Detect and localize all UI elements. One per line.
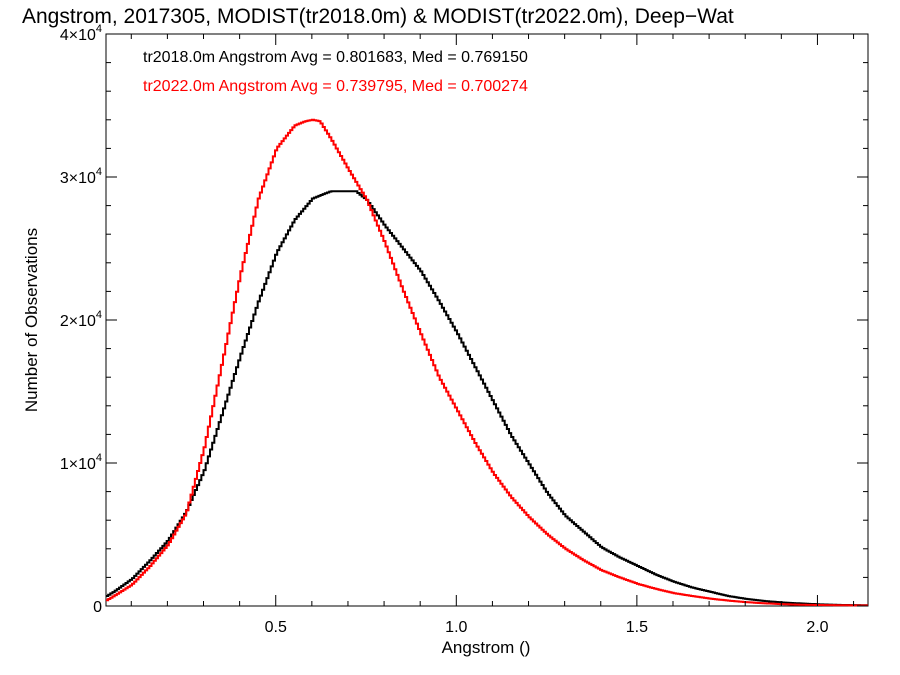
- x-tick-label: 1.5: [626, 619, 648, 636]
- legend-entry-1: tr2018.0m Angstrom Avg = 0.801683, Med =…: [143, 49, 528, 66]
- legend-entry-2: tr2022.0m Angstrom Avg = 0.739795, Med =…: [143, 78, 528, 95]
- y-tick-label: 3×104: [60, 166, 102, 187]
- x-axis: 0.5 1.0 1.5 2.0: [130, 34, 855, 636]
- y-tick-label: 2×104: [60, 309, 102, 330]
- y-tick-label: 4×104: [60, 23, 102, 44]
- y-tick-label: 0: [93, 599, 102, 616]
- x-tick-label: 2.0: [806, 619, 828, 636]
- series-line-1: [106, 190, 868, 607]
- chart-title: Angstrom, 2017305, MODIST(tr2018.0m) & M…: [22, 5, 734, 28]
- plot-border: [105, 33, 869, 607]
- x-tick-label: 1.0: [445, 619, 467, 636]
- series-layer: [106, 118, 868, 607]
- x-tick-label: 0.5: [265, 619, 287, 636]
- plot-frame: [105, 33, 869, 607]
- series-line-2: [106, 118, 868, 607]
- y-axis: 0 1×104 2×104 3×104 4×104: [60, 23, 868, 616]
- y-axis-label: Number of Observations: [22, 228, 41, 412]
- y-tick-label: 1×104: [60, 452, 102, 473]
- x-axis-label: Angstrom (): [442, 638, 531, 657]
